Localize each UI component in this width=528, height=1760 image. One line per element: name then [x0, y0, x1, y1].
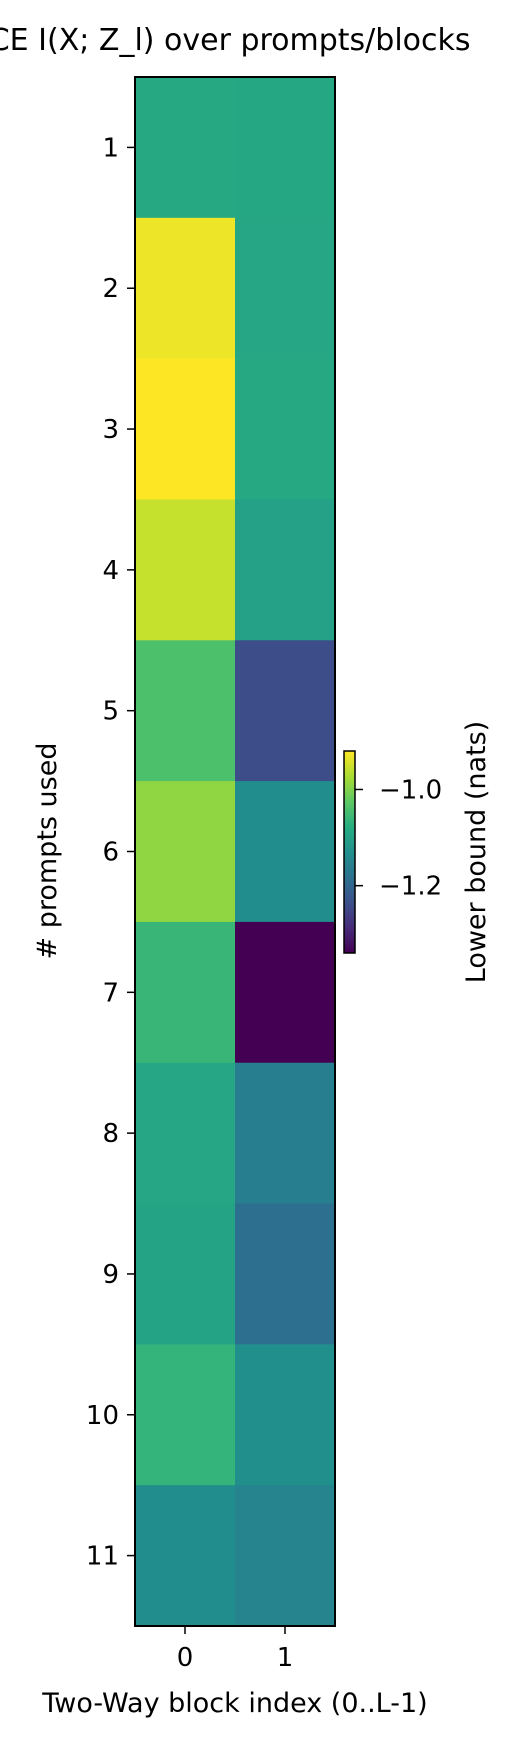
y-tick-label: 2	[102, 274, 119, 304]
y-tick-label: 9	[102, 1260, 119, 1290]
heatmap-cell	[235, 781, 336, 922]
heatmap-cell	[235, 640, 336, 781]
heatmap-cell	[135, 1344, 236, 1485]
y-tick-label: 1	[102, 133, 119, 163]
y-tick-label: 8	[102, 1119, 119, 1149]
y-tick-label: 4	[102, 556, 119, 586]
chart-title: InfoNCE I(X; Z_l) over prompts/blocks	[0, 23, 471, 58]
heatmap-cell	[235, 1063, 336, 1204]
colorbar-tick-label: −1.2	[379, 872, 442, 902]
heatmap-cell	[135, 781, 236, 922]
heatmap-cell	[235, 1204, 336, 1345]
x-tick-label: 0	[177, 1643, 194, 1673]
y-tick-label: 3	[102, 415, 119, 445]
colorbar-label: Lower bound (nats)	[461, 721, 492, 983]
heatmap-cell	[135, 1204, 236, 1345]
y-axis: 1 2 3 4 5 6 7 8 9 10 11	[86, 133, 135, 1571]
heatmap-cell	[135, 1485, 236, 1626]
heatmap-cell	[135, 499, 236, 640]
x-axis-label: Two-Way block index (0..L-1)	[41, 1688, 427, 1719]
heatmap-cell	[135, 77, 236, 218]
colorbar-tick-label: −1.0	[379, 775, 442, 805]
y-tick-label: 7	[102, 978, 119, 1008]
heatmap-cell	[235, 1485, 336, 1626]
heatmap-cell	[135, 1063, 236, 1204]
heatmap-cell	[235, 77, 336, 218]
heatmap-cell	[235, 922, 336, 1063]
y-tick-label: 5	[102, 697, 119, 727]
heatmap-cell	[235, 499, 336, 640]
heatmap-cell	[235, 359, 336, 500]
colorbar: −1.0 −1.2 Lower bound (nats)	[344, 721, 492, 983]
heatmap-cell	[235, 218, 336, 359]
colorbar-ticks: −1.0 −1.2	[355, 775, 442, 901]
heatmap-cell	[135, 922, 236, 1063]
y-tick-label: 11	[86, 1542, 119, 1572]
y-tick-label: 6	[102, 838, 119, 868]
heatmap-cells	[135, 77, 336, 1627]
heatmap-cell	[135, 640, 236, 781]
heatmap-cell	[135, 218, 236, 359]
y-tick-label: 10	[86, 1401, 119, 1431]
heatmap-cell	[135, 359, 236, 500]
heatmap-cell	[235, 1344, 336, 1485]
colorbar-gradient	[344, 751, 355, 953]
x-tick-label: 1	[277, 1643, 294, 1673]
y-axis-label: # prompts used	[32, 743, 63, 960]
